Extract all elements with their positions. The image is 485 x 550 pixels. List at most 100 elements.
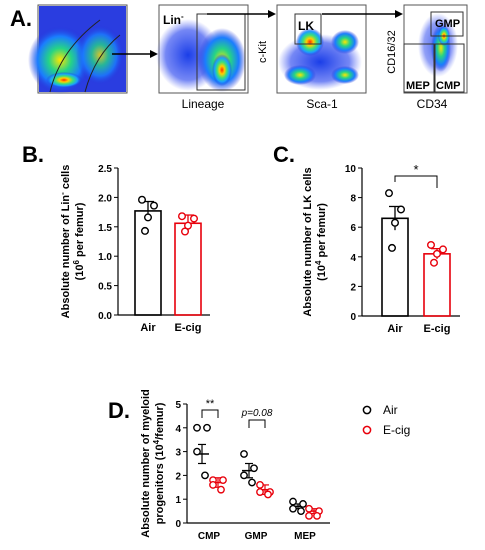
y-tick-label: 4 xyxy=(175,424,181,435)
y-axis-label-line-1: Absolute number of myeloid xyxy=(140,389,152,538)
y-tick-label: 10 xyxy=(345,164,357,175)
y-axis-label-line-2-sup: 6 xyxy=(72,260,81,265)
chart-d-myeloid-progenitors: 0 1 2 3 4 5 CMP GMP MEP ** p=0.08 Air E-cig Absolute … xyxy=(140,389,410,542)
y-axis-label-line-1: Absolute number of Lin- cells xyxy=(58,165,72,319)
y-tick-label: 2 xyxy=(175,471,181,482)
significance-bracket xyxy=(394,175,438,188)
legend-marker-e-cig xyxy=(362,425,372,435)
y-tick-label: 1.5 xyxy=(98,223,112,234)
data-point xyxy=(297,507,305,516)
data-point xyxy=(264,490,272,499)
legend-label-air: Air xyxy=(383,403,398,417)
y-tick-label: 0 xyxy=(175,519,181,530)
y-tick-label: 1.0 xyxy=(98,252,112,263)
data-point xyxy=(149,201,158,210)
data-point xyxy=(209,481,217,489)
flow-plot-4 xyxy=(403,4,468,94)
data-point xyxy=(390,218,399,227)
data-point xyxy=(305,504,313,513)
gating-arrow-3 xyxy=(322,10,403,18)
panel-label-d: D. xyxy=(108,398,130,423)
data-point xyxy=(438,245,447,254)
significance-bracket-cmp xyxy=(201,409,219,418)
x-tick-label: E-cig xyxy=(424,323,451,335)
data-point xyxy=(432,249,441,258)
chart-c-lk-cells: 0 2 4 6 8 10 Air E-cig Absolute number of LK cel… xyxy=(302,162,460,335)
significance-bracket-gmp xyxy=(248,419,266,428)
legend-label-e-cig: E-cig xyxy=(383,423,410,437)
flow-plot-2 xyxy=(156,4,249,94)
y-axis-label-line-2-post: per femur) xyxy=(74,202,86,260)
y-axis-label: Absolute number of LK cells (104 per femu… xyxy=(302,167,328,316)
significance-label-cmp: ** xyxy=(206,398,215,410)
y-tick-label: 0.0 xyxy=(98,311,112,322)
data-point xyxy=(189,214,198,223)
data-point xyxy=(426,240,435,249)
data-point xyxy=(248,478,256,487)
data-point xyxy=(143,213,152,222)
data-point xyxy=(305,511,313,520)
data-point xyxy=(250,464,258,473)
data-point xyxy=(313,511,321,520)
data-point xyxy=(140,226,149,235)
panel-label-a: A. xyxy=(10,6,32,31)
x-tick-label: MEP xyxy=(294,531,316,542)
y-tick-label: 2 xyxy=(350,282,356,293)
data-point xyxy=(256,488,264,496)
x-tick-label: E-cig xyxy=(175,322,202,334)
x-tick-label: CMP xyxy=(198,531,221,542)
significance-label: * xyxy=(413,162,418,177)
y-axis-label-line-2-post: per femur) xyxy=(316,203,328,261)
y-axis-label-line-1-text: Absolute number of Lin xyxy=(60,195,72,319)
flow-plot-1 xyxy=(28,4,128,94)
data-point xyxy=(387,243,396,252)
panel-label-b: B. xyxy=(22,142,44,167)
y-axis-label-line-2-pre: progenitors (10 xyxy=(154,444,166,524)
data-point xyxy=(137,195,146,204)
y-tick-label: 1 xyxy=(175,495,181,506)
y-axis-label-line-2-pre: (10 xyxy=(74,265,86,281)
data-point xyxy=(201,471,209,480)
bar-air xyxy=(381,217,409,317)
x-tick-label: GMP xyxy=(245,531,268,542)
chart-b-lin-cells: 0.0 0.5 1.0 1.5 2.0 2.5 Air E-cig Absolute numbe… xyxy=(58,164,210,334)
data-point xyxy=(193,423,201,432)
y-tick-label: 8 xyxy=(350,194,356,205)
data-point xyxy=(240,450,248,458)
lin-gate-label: Lin- xyxy=(163,12,184,27)
data-point xyxy=(289,497,297,506)
y-axis-label-line-1-sup: - xyxy=(58,192,67,195)
y-axis-label-line-1: Absolute number of LK cells xyxy=(302,167,314,316)
y-tick-label: 6 xyxy=(350,223,356,234)
gating-arrow-1 xyxy=(112,50,158,58)
data-point xyxy=(217,485,225,494)
y-axis-label-line-2-sup: 4 xyxy=(152,439,161,444)
y-tick-label: 3 xyxy=(175,448,181,459)
y-axis-label-line-2-post: /femur) xyxy=(154,402,166,440)
lineage-axis-label: Lineage xyxy=(182,97,225,111)
data-point xyxy=(299,500,307,508)
y-axis-label: Absolute number of Lin- cells(106 per fe… xyxy=(58,165,86,319)
ckit-axis-label: c-Kit xyxy=(257,41,269,63)
bar-e-cig xyxy=(174,222,202,316)
data-point xyxy=(396,205,405,214)
significance-label-gmp: p=0.08 xyxy=(241,408,273,419)
flow-plot-3 xyxy=(276,4,367,94)
x-tick-label: Air xyxy=(140,322,156,334)
lk-gate-label: LK xyxy=(298,19,314,33)
legend-marker-air xyxy=(362,405,372,415)
sca1-axis-label: Sca-1 xyxy=(306,97,338,111)
y-axis-label-line-2: progenitors (104/femur) xyxy=(152,402,166,524)
data-point xyxy=(177,212,186,221)
y-tick-label: 2.5 xyxy=(98,164,112,175)
cmp-gate-label: CMP xyxy=(436,80,460,92)
data-point xyxy=(240,471,248,480)
data-point xyxy=(193,447,201,456)
y-axis-label: Absolute number of myeloid progenitors (1… xyxy=(140,389,166,538)
y-tick-label: 0 xyxy=(350,312,356,323)
data-point xyxy=(203,423,211,432)
data-point xyxy=(384,189,393,198)
data-point xyxy=(219,476,227,485)
cd1632-axis-label: CD16/32 xyxy=(386,30,398,73)
y-axis-label-line-1-tail: cells xyxy=(60,165,72,193)
